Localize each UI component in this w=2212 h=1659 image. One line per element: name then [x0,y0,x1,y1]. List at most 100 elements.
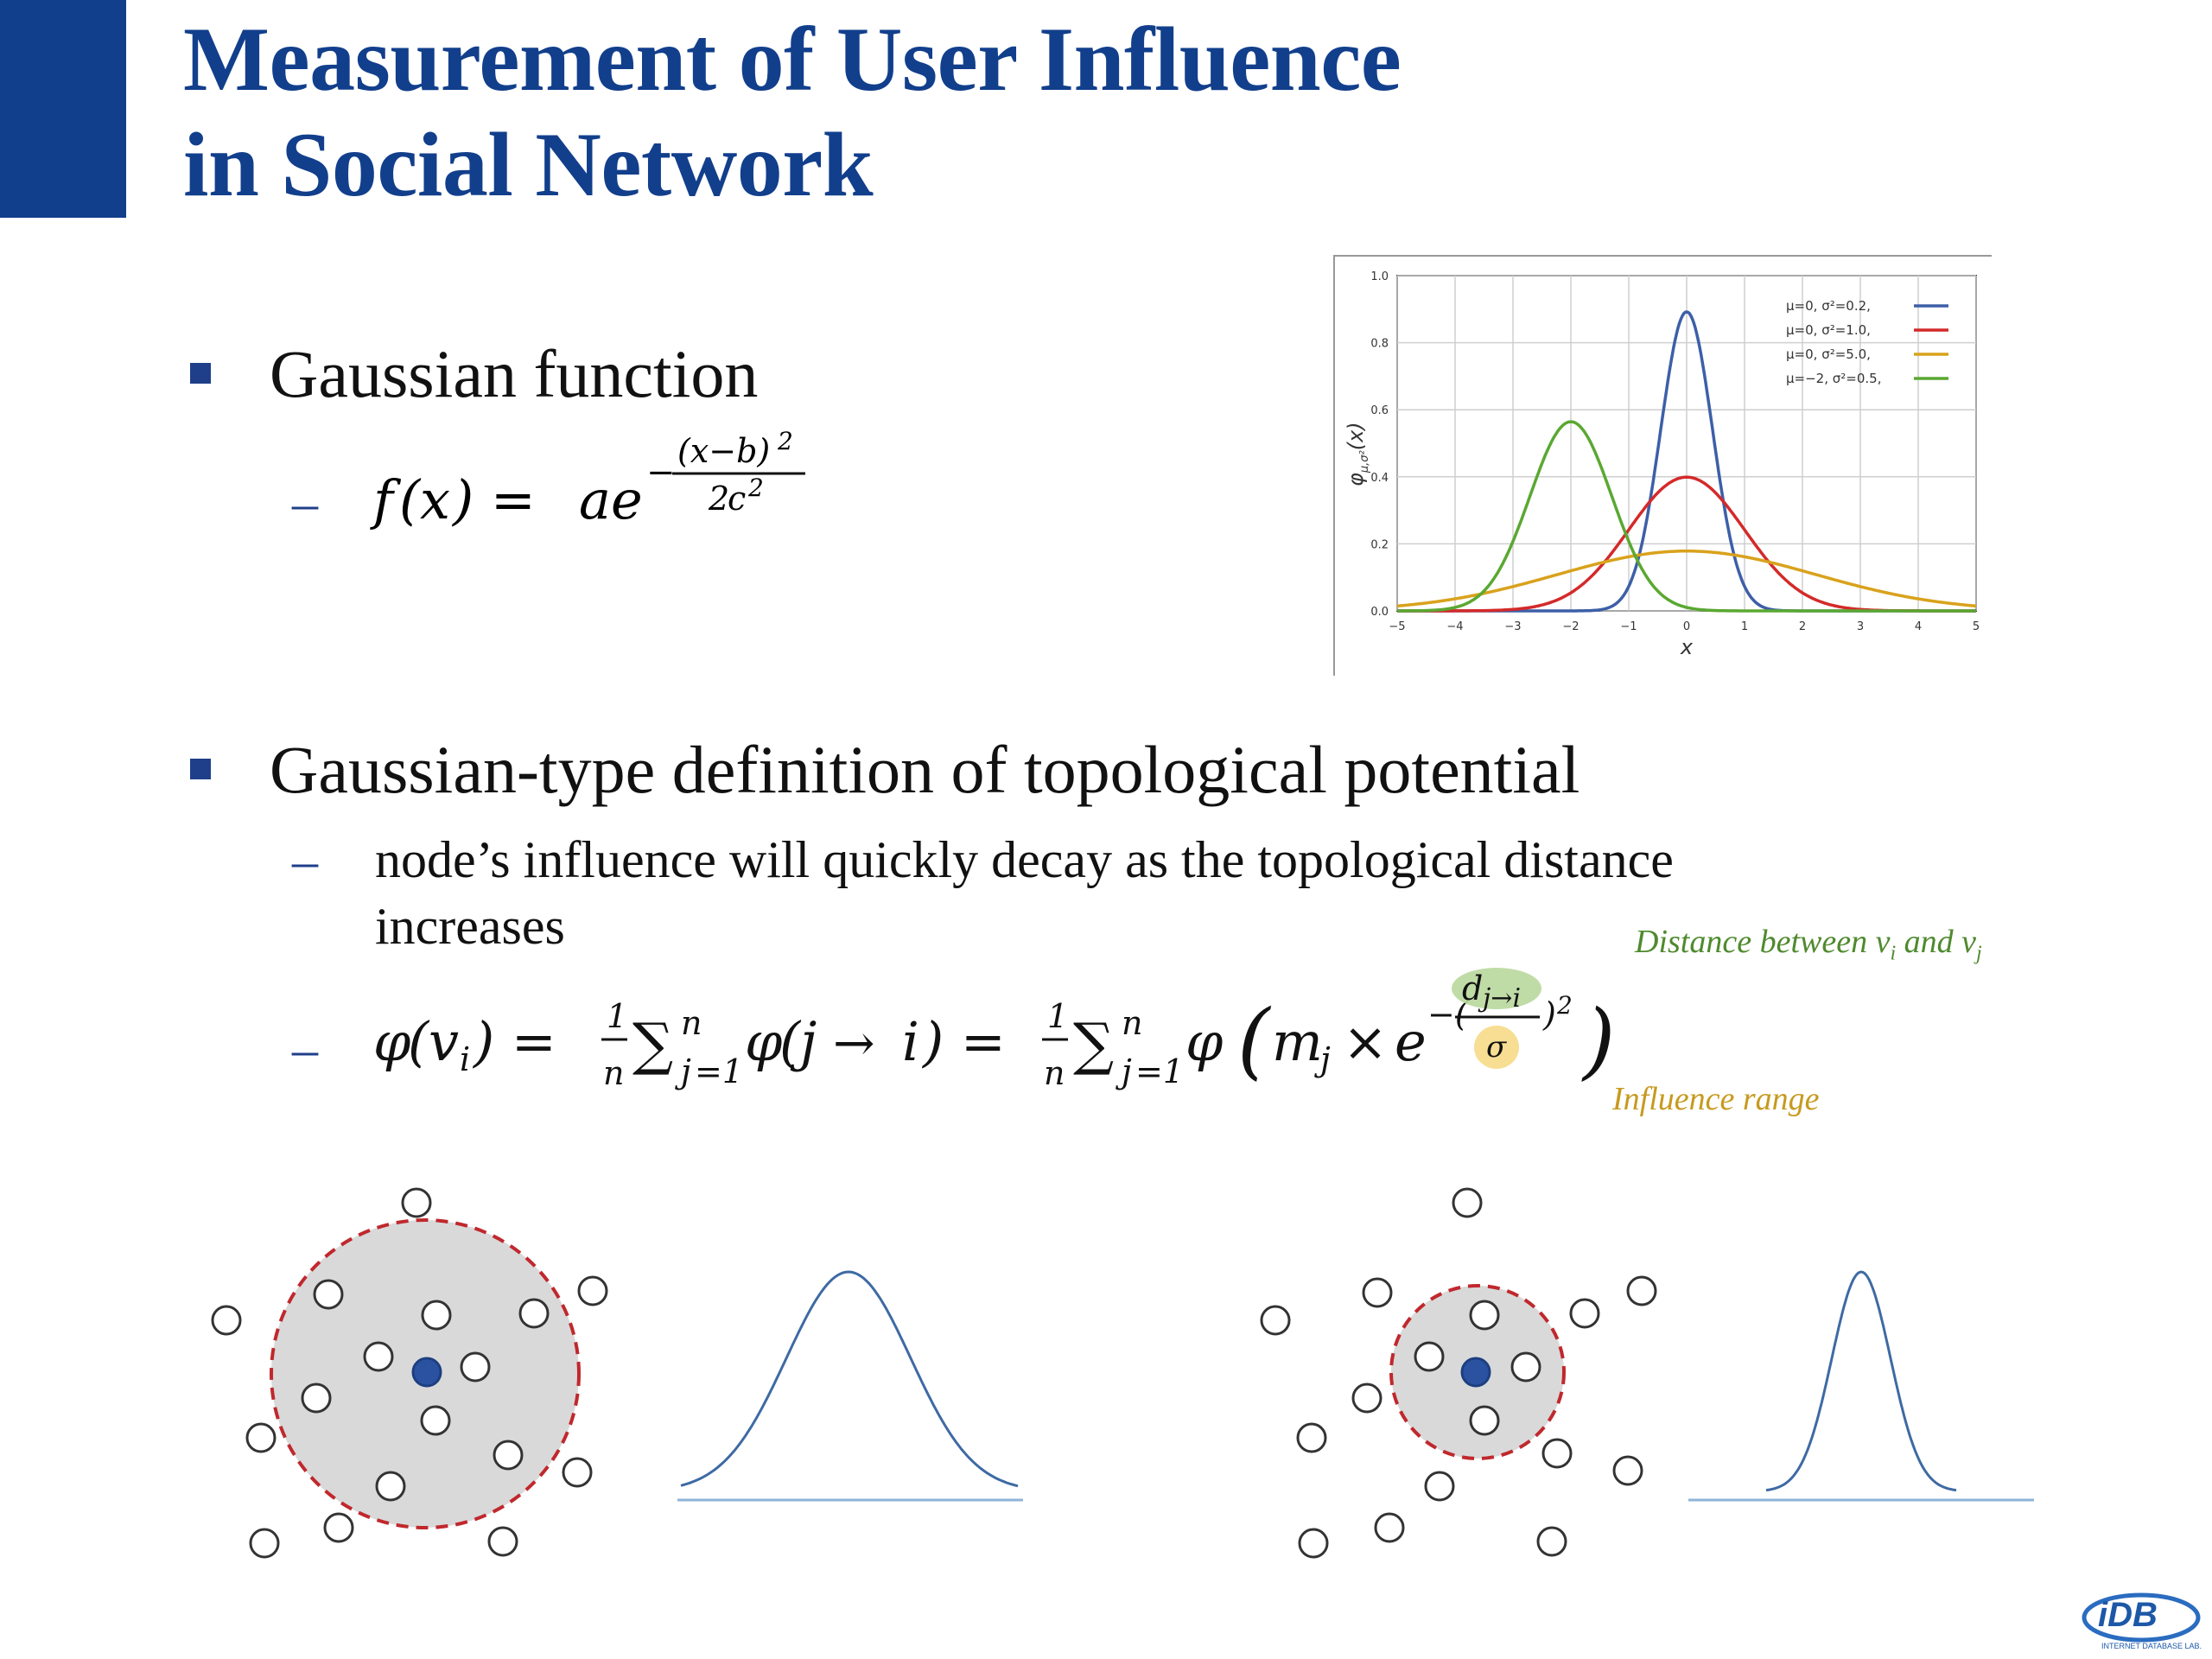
x-tick-label: −2 [1562,620,1579,633]
annotation-distance-text: Distance between v [1635,924,1891,960]
x-tick-label: −1 [1620,620,1637,633]
gaussian-formula: f ( x ) = ae − (x−b) 2 2 c 2 [370,423,840,566]
dash-icon: – [292,832,318,889]
node [1612,1455,1643,1486]
node [1452,1187,1483,1218]
x-axis-label: x [1680,635,1694,659]
node [375,1471,406,1502]
svg-text:(: ( [1237,992,1272,1089]
svg-text:e: e [1395,1010,1427,1073]
series-line [1396,550,1977,608]
svg-text:(x−b): (x−b) [677,432,770,470]
node [1469,1405,1500,1436]
svg-text:j: j [1116,1052,1132,1090]
node [493,1440,524,1471]
series-line [1397,420,1976,613]
logo-subtext: INTERNET DATABASE LAB. [2101,1642,2202,1650]
node [577,1275,608,1306]
svg-text:n: n [603,1054,624,1092]
y-tick-label: 0.6 [1370,404,1389,417]
svg-text:φ: φ [1185,1010,1224,1073]
svg-text:∑: ∑ [632,1011,673,1077]
sub-bullet-decay-line2: increases [375,898,565,955]
annotation-distance-sub-j: j [1976,942,1982,965]
node [1569,1298,1600,1329]
wide-gaussian-curve [680,1270,1019,1488]
svg-text:φ: φ [373,1010,411,1073]
bullet-topological-potential: Gaussian-type definition of topological … [270,732,1580,807]
legend-label: μ=0, σ²=5.0, [1786,346,1871,362]
svg-text:φ: φ [745,1010,783,1073]
svg-text:1: 1 [607,997,627,1035]
svg-text:(: ( [779,1010,802,1073]
svg-text:−: − [646,453,676,493]
node [1541,1438,1573,1469]
svg-text:x: x [420,468,450,531]
svg-text:=1: =1 [1135,1052,1184,1090]
node [518,1298,550,1329]
x-tick-label: 0 [1683,620,1690,633]
node [1298,1528,1329,1559]
dash-icon: – [292,1020,318,1077]
node [1536,1526,1567,1557]
svg-text:σ: σ [1486,1030,1507,1065]
node [1296,1422,1327,1453]
node [1626,1275,1657,1306]
svg-text:n: n [1044,1054,1065,1092]
svg-text:ae: ae [579,468,643,531]
potential-formula: φ ( v i ) = 1 n ∑ n j =1 φ ( j → i ) = 1… [373,955,1756,1123]
diagram-narrow-range [1260,1187,2034,1559]
svg-text:d: d [1462,969,1483,1007]
y-tick-label: 0.8 [1370,338,1389,351]
svg-text:=1: =1 [695,1052,743,1090]
node [323,1512,354,1543]
node [1414,1341,1445,1372]
svg-text:): ) [1581,992,1615,1089]
x-tick-label: 2 [1799,620,1806,633]
svg-text:1: 1 [1047,997,1068,1035]
y-tick-label: 0.2 [1370,538,1389,551]
x-tick-label: −4 [1446,620,1463,633]
annotation-distance-sub-i: i [1890,942,1897,965]
node [460,1351,491,1382]
center-node [1460,1357,1491,1388]
svg-text:f: f [370,468,402,531]
node [1424,1471,1455,1502]
svg-text:2: 2 [708,480,729,518]
svg-text:c: c [728,480,746,518]
title-line-2: in Social Network [183,114,874,215]
node [211,1305,242,1336]
svg-text:∑: ∑ [1073,1011,1114,1077]
bullet-square-icon [190,363,211,384]
legend-label: μ=0, σ²=1.0, [1786,322,1871,338]
svg-text:(: ( [399,468,422,531]
title-accent-bar [0,0,126,218]
svg-text:) =: ) = [472,1010,556,1073]
svg-text:v: v [429,1010,459,1073]
slide-title: Measurement of User Influence in Social … [183,7,1402,218]
svg-text:n: n [1122,1004,1142,1042]
svg-text:2: 2 [1556,991,1573,1020]
node [562,1457,593,1488]
svg-text:n: n [681,1004,702,1042]
node [245,1422,276,1453]
y-tick-label: 0.0 [1370,606,1389,619]
y-tick-label: 0.4 [1370,472,1389,485]
svg-text:i: i [902,1010,919,1073]
gaussian-chart-svg: −5 −4 −3 −2 −1 0 1 2 3 4 5 0.0 0.2 0.4 0.6 0.8 1.0 x φμ,σ²… [1344,270,1980,659]
node [421,1300,452,1331]
svg-text:) =: ) = [921,1010,1006,1073]
narrow-gaussian-curve [1765,1270,1957,1492]
title-line-1: Measurement of User Influence [183,9,1402,110]
x-tick-label: 5 [1973,620,1980,633]
svg-text:×: × [1343,1010,1388,1073]
idb-logo: iDB INTERNET DATABASE LAB. [2082,1592,2202,1650]
svg-text:−(: −( [1427,995,1469,1033]
logo-ring [2082,1592,2201,1643]
dash-icon: – [292,474,318,531]
node [420,1405,451,1436]
y-axis-label: φμ,σ²(x) [1344,422,1371,486]
y-tick-label: 1.0 [1370,270,1389,283]
node [1374,1512,1405,1543]
x-tick-label: 4 [1915,620,1922,633]
